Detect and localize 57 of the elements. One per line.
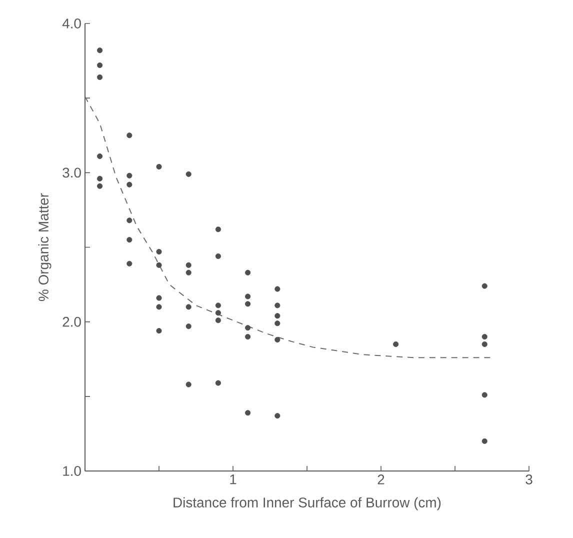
- point: [245, 294, 251, 300]
- point: [215, 380, 221, 386]
- point: [97, 74, 103, 80]
- point: [186, 270, 192, 276]
- point: [97, 153, 103, 160]
- point: [274, 313, 280, 319]
- point: [274, 336, 280, 343]
- point: [215, 318, 221, 324]
- point: [126, 182, 132, 188]
- point: [245, 334, 251, 340]
- point: [186, 262, 192, 268]
- point: [156, 164, 162, 170]
- point: [186, 324, 192, 330]
- point: [274, 413, 280, 419]
- x-tick-label: 2: [378, 474, 384, 484]
- point: [97, 62, 103, 68]
- x-axis-title: Distance from Inner Surface of Burrow (cm): [174, 497, 441, 510]
- y-tick-label: 2.0: [62, 316, 81, 327]
- y-tick-label: 1.0: [63, 466, 81, 476]
- point: [482, 283, 488, 289]
- point: [245, 301, 251, 307]
- point: [215, 302, 221, 308]
- y-tick-label: 3.0: [62, 168, 81, 178]
- point: [482, 341, 488, 347]
- point: [482, 392, 488, 398]
- point: [215, 310, 221, 316]
- point: [156, 295, 162, 301]
- point: [126, 218, 132, 224]
- point: [97, 183, 103, 189]
- point: [274, 286, 280, 292]
- point: [482, 334, 488, 340]
- point: [126, 260, 132, 266]
- point: [126, 237, 132, 243]
- point: [215, 253, 221, 259]
- point: [156, 262, 162, 268]
- point: [393, 341, 399, 347]
- point: [126, 132, 132, 138]
- y-axis-title: % Organic Matter: [38, 193, 52, 302]
- x-tick-label: 3: [526, 474, 532, 484]
- point: [245, 410, 251, 416]
- point: [274, 302, 280, 308]
- x-tick-label: 1: [230, 474, 236, 484]
- y-tick-label: 4.0: [62, 18, 81, 28]
- point: [156, 248, 162, 255]
- point: [156, 328, 162, 334]
- point: [126, 172, 132, 178]
- point: [97, 176, 103, 182]
- point: [186, 382, 192, 388]
- point: [186, 304, 192, 310]
- point: [97, 48, 103, 54]
- point: [215, 226, 221, 232]
- point: [156, 304, 162, 310]
- point: [245, 270, 251, 276]
- point: [186, 171, 192, 177]
- point: [245, 325, 251, 331]
- point: [274, 320, 280, 326]
- point: [482, 438, 488, 444]
